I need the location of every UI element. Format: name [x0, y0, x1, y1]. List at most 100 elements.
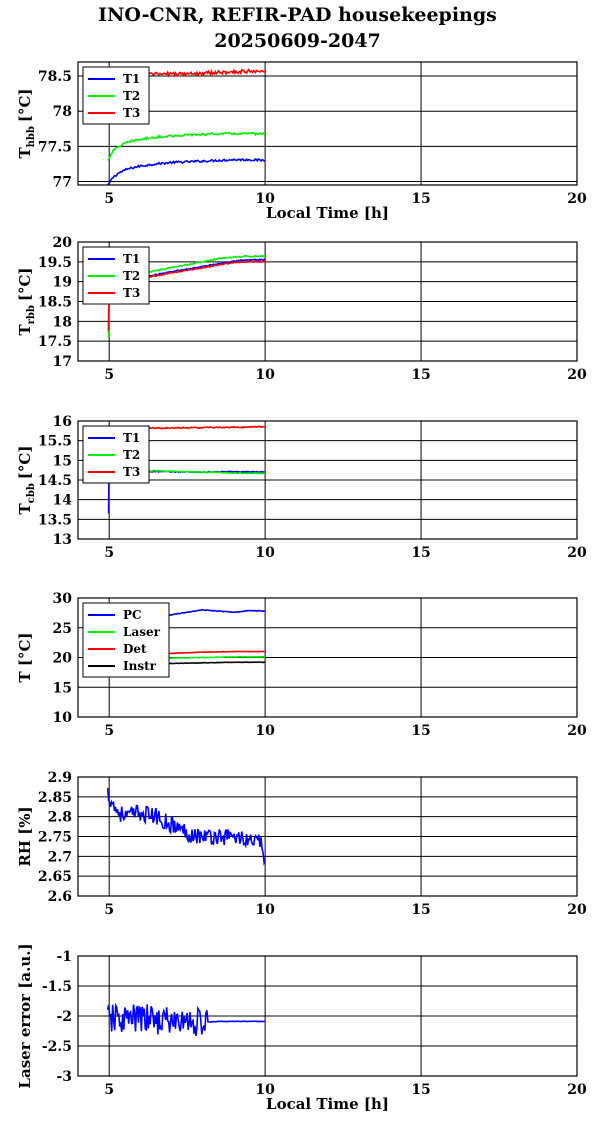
y-tick-label: 17 — [53, 354, 72, 370]
x-tick-label: 5 — [104, 545, 114, 561]
y-tick-label: -2.5 — [42, 1039, 72, 1055]
legend-label-laser: Laser — [123, 625, 161, 639]
plot-frame — [77, 420, 578, 540]
y-tick-label: 2.65 — [38, 869, 72, 885]
y-tick-label: 16 — [53, 414, 72, 430]
legend-label-t2: T2 — [123, 89, 140, 103]
legend-label-t3: T3 — [123, 286, 140, 300]
x-tick-label: 20 — [567, 545, 587, 561]
series-line-t2 — [107, 131, 266, 161]
y-tick-label: 19.5 — [38, 255, 72, 271]
legend-label-t2: T2 — [123, 269, 140, 283]
y-tick-label: 2.9 — [48, 770, 72, 786]
legend: PC Laser Det Instr — [82, 602, 170, 678]
series-line-data — [208, 1020, 266, 1023]
series-line-data — [106, 788, 266, 866]
series-line-t1 — [107, 157, 266, 185]
x-tick-label: 15 — [411, 723, 430, 739]
y-tick-label: 2.8 — [48, 810, 72, 826]
x-tick-label: 20 — [567, 723, 587, 739]
legend-label-t1: T1 — [123, 431, 140, 445]
y-tick-label: 20 — [53, 235, 73, 251]
y-tick-label: -2 — [56, 1009, 72, 1025]
y-tick-label: 77.5 — [38, 139, 72, 155]
legend-label-t3: T3 — [123, 465, 140, 479]
chart-panel-rh: 2.6 2.65 2.7 2.75 2.8 2.85 2.9 5 10 15 20 RH [%] — [16, 770, 587, 918]
y-axis-label: Tcbb[°C] — [16, 446, 37, 515]
x-tick-label: 5 — [104, 191, 114, 207]
y-tick-label: 2.6 — [48, 889, 72, 905]
legend-label-t2: T2 — [123, 448, 140, 462]
x-tick-label: 20 — [567, 1082, 587, 1098]
x-tick-label: 20 — [567, 902, 587, 918]
plot-frame — [77, 241, 578, 362]
x-axis-label: Local Time [h] — [266, 204, 389, 222]
y-tick-label: 13 — [53, 532, 72, 548]
y-tick-label: 14.5 — [38, 473, 72, 489]
x-tick-label: 15 — [411, 545, 430, 561]
plot-frame — [77, 776, 578, 897]
x-tick-label: 20 — [567, 367, 587, 383]
x-axis-label: Local Time [h] — [266, 1095, 389, 1113]
plot-frame — [77, 61, 578, 186]
legend-label-instr: Instr — [123, 659, 157, 673]
x-tick-label: 10 — [255, 1082, 275, 1098]
y-tick-label: 18 — [53, 314, 72, 330]
y-tick-label: -1 — [56, 949, 72, 965]
y-axis-label: T [°C] — [16, 632, 34, 682]
y-tick-label: 13.5 — [38, 512, 72, 528]
legend-label-t1: T1 — [123, 72, 140, 86]
y-axis-label: Thbb[°C] — [16, 88, 37, 158]
legend-label-pc: PC — [123, 608, 142, 622]
x-tick-label: 5 — [104, 723, 114, 739]
x-tick-label: 5 — [104, 1082, 114, 1098]
series-group — [106, 1002, 266, 1037]
x-tick-label: 20 — [567, 191, 587, 207]
x-tick-label: 10 — [255, 191, 275, 207]
x-tick-label: 10 — [255, 902, 275, 918]
x-tick-label: 15 — [411, 902, 430, 918]
chart-panel-thbb: 77 77.5 78 78.5 5 10 15 20 Local Time [h] Thbb[°C… — [16, 61, 587, 222]
y-tick-label: 20 — [53, 651, 73, 667]
y-tick-label: 30 — [53, 591, 73, 607]
legend: T1 T2 T3 — [82, 425, 150, 484]
legend: T1 T2 T3 — [82, 246, 150, 305]
x-tick-label: 10 — [255, 723, 275, 739]
y-tick-label: 78.5 — [38, 69, 72, 85]
y-tick-label: 2.7 — [48, 849, 72, 865]
y-tick-label: 77 — [53, 174, 72, 190]
chart-panel-laser: -3 -2.5 -2 -1.5 -1 5 10 15 20 Local Time [h] Laser… — [16, 943, 587, 1113]
chart-title-line-1: INO-CNR, REFIR-PAD housekeepings — [98, 4, 497, 26]
x-tick-label: 10 — [255, 545, 275, 561]
legend: T1 T2 T3 — [82, 66, 150, 125]
y-tick-label: 17.5 — [38, 334, 72, 350]
x-tick-label: 5 — [104, 367, 114, 383]
y-tick-label: -1.5 — [42, 979, 72, 995]
plot-frame — [77, 955, 578, 1077]
legend-label-det: Det — [123, 642, 147, 656]
x-tick-label: 5 — [104, 902, 114, 918]
y-tick-label: 14 — [53, 493, 73, 509]
x-tick-label: 15 — [411, 191, 430, 207]
chart-panel-temps: 10 15 20 25 30 5 10 15 20 T [°C] PC Laser Det Instr — [16, 591, 587, 739]
y-tick-label: 15 — [53, 680, 72, 696]
x-tick-label: 15 — [411, 1082, 430, 1098]
chart-title-line-2: 20250609-2047 — [214, 30, 381, 52]
y-tick-label: 2.85 — [38, 790, 72, 806]
y-tick-label: 2.75 — [38, 830, 72, 846]
y-tick-label: 19 — [53, 275, 72, 291]
x-tick-label: 15 — [411, 367, 430, 383]
y-axis-label: Trbb[°C] — [16, 267, 37, 335]
y-tick-label: 15 — [53, 453, 72, 469]
y-tick-label: 25 — [53, 621, 72, 637]
series-group — [106, 788, 266, 866]
legend-label-t3: T3 — [123, 106, 140, 120]
y-tick-label: -3 — [56, 1069, 72, 1085]
series-line-data — [106, 1002, 210, 1037]
y-tick-label: 78 — [53, 104, 72, 120]
plot-frame — [77, 597, 578, 718]
y-tick-label: 15.5 — [38, 434, 72, 450]
